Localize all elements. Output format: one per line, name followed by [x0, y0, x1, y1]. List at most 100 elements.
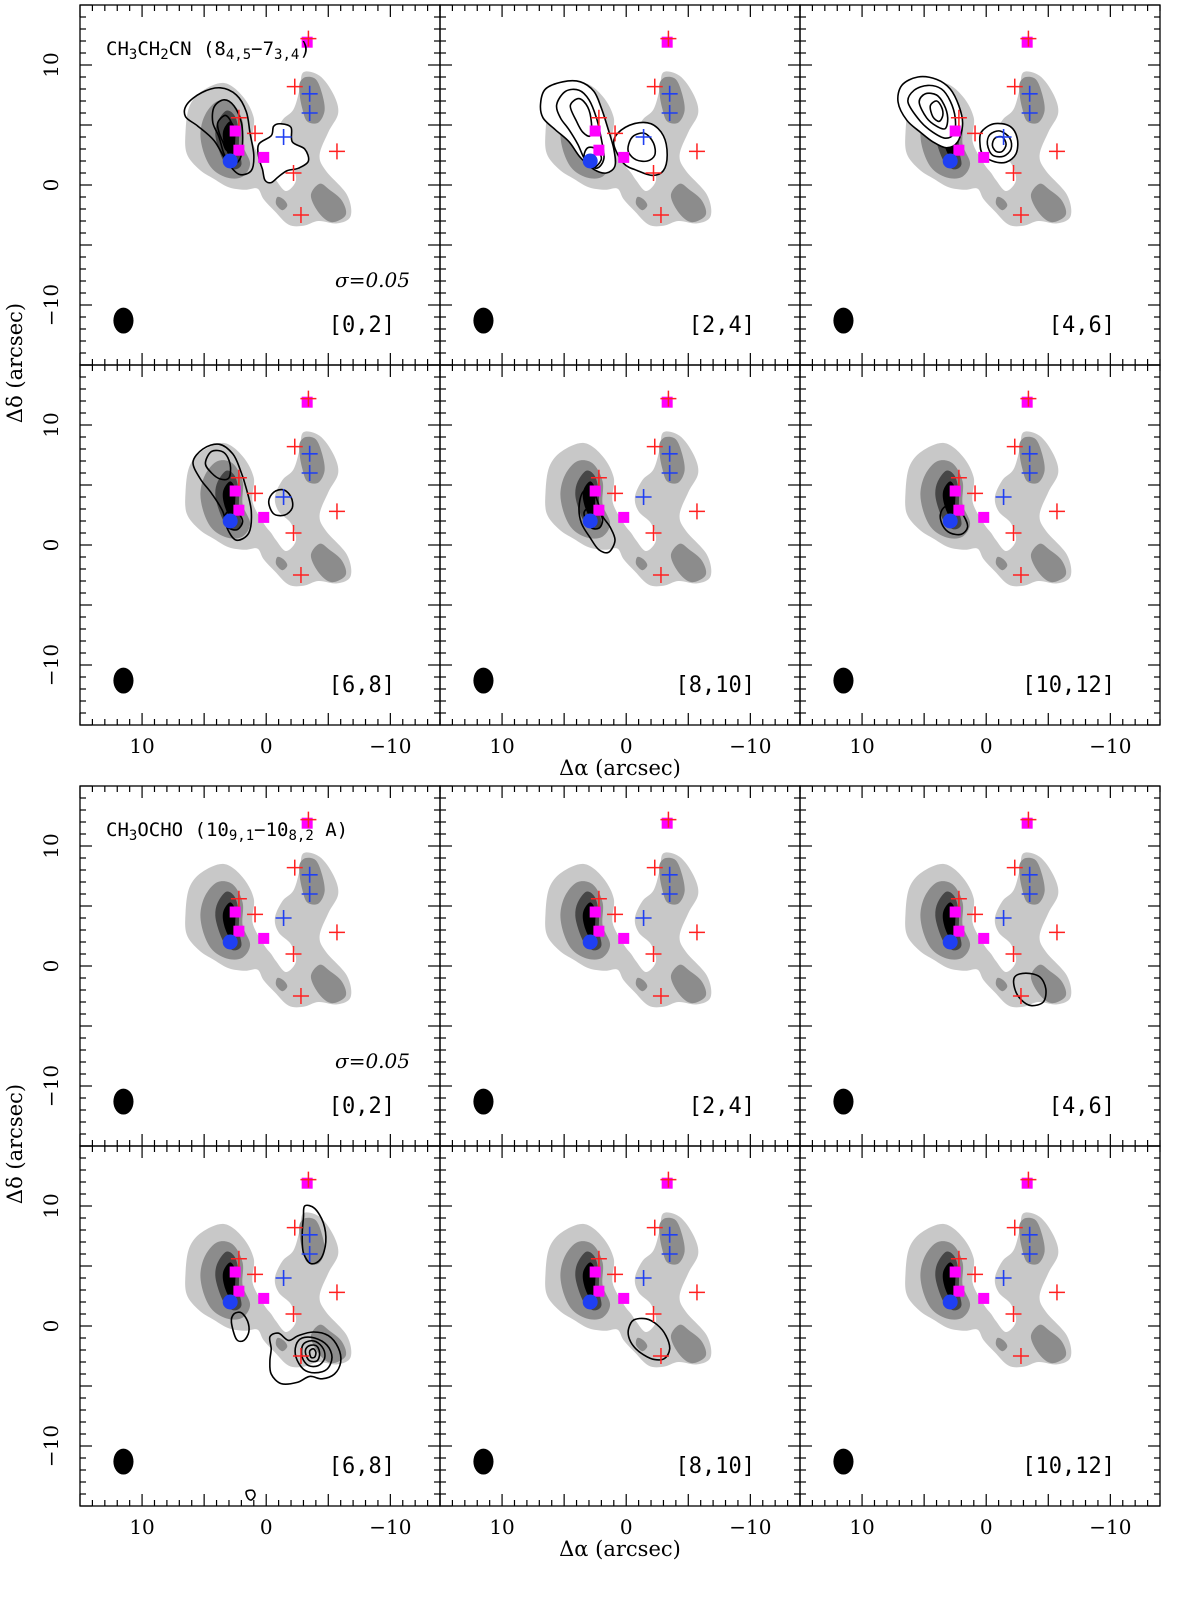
continuum-mid-contour: [1019, 76, 1045, 124]
magenta-square-marker: [258, 151, 270, 163]
x-axis-title: Δα (arcsec): [559, 756, 681, 780]
magenta-square-marker: [661, 36, 673, 48]
line-emission-contour: [204, 449, 232, 481]
y-tick-label: 10: [39, 1193, 63, 1218]
continuum-mid-contour: [1019, 436, 1045, 484]
red-cross-marker: [328, 924, 345, 941]
molecule-text: CN (8: [169, 38, 226, 60]
magenta-square-marker: [978, 511, 990, 523]
magenta-square-marker: [978, 932, 990, 944]
red-cross-marker: [286, 438, 303, 455]
blue-cross-marker: [1021, 1246, 1038, 1262]
panel-plot-area: [833, 1171, 1072, 1475]
y-tick-label: 0: [39, 960, 63, 973]
continuum-mid-contour: [1030, 183, 1067, 223]
panel-ticks: [799, 4, 1161, 366]
line-emission-contour: [1012, 972, 1047, 1007]
continuum-mid-contour: [635, 977, 648, 992]
y-tick-label: −10: [39, 1065, 63, 1107]
continuum-mid-contour: [995, 977, 1008, 992]
panel-1-3: [6,8] 10 0 −10 10 0 −10: [39, 1145, 441, 1539]
magenta-square-marker: [953, 504, 965, 516]
red-cross-marker: [230, 109, 247, 126]
x-tick-label: 10: [849, 734, 874, 758]
continuum-mid-contour: [1019, 1217, 1045, 1265]
red-cross-marker: [652, 1348, 669, 1364]
red-cross-marker: [950, 109, 967, 126]
y-tick-label: 0: [39, 1320, 63, 1333]
blue-cross-marker: [1021, 85, 1038, 102]
continuum-mid-contour: [275, 977, 288, 992]
line-emission-contour: [939, 505, 969, 536]
blue-cross-marker: [635, 910, 652, 926]
x-tick-label: 10: [849, 1515, 874, 1539]
beam-ellipse: [473, 1088, 494, 1115]
panel-plot-area: [113, 390, 352, 694]
red-cross-marker: [1020, 390, 1037, 407]
continuum-mid-contour: [995, 1337, 1008, 1352]
magenta-square-marker: [301, 36, 313, 48]
magenta-square-marker: [618, 511, 630, 523]
red-cross-marker: [300, 811, 317, 828]
continuum-mid-contour: [659, 857, 685, 905]
x-tick-label: 10: [129, 1515, 154, 1539]
red-cross-marker: [292, 1348, 309, 1364]
line-emission-contour: [294, 1336, 333, 1374]
panel-0-3: [6,8] 10 0 −10 10 0 −10: [39, 364, 441, 758]
red-cross-marker: [660, 390, 677, 407]
blue-dot-marker: [942, 1294, 958, 1310]
velocity-range-label: [0,2]: [329, 313, 395, 338]
red-cross-marker: [607, 125, 624, 142]
red-cross-marker: [1006, 859, 1023, 876]
red-cross-marker: [646, 78, 663, 95]
sigma-label: σ=0.05: [335, 268, 410, 292]
red-cross-marker: [286, 859, 303, 876]
y-axis-title: Δδ (arcsec): [3, 303, 27, 423]
blue-dot-marker: [942, 513, 958, 529]
blue-dot-marker: [582, 1294, 598, 1310]
magenta-square-marker: [953, 144, 965, 156]
red-cross-marker: [1005, 165, 1022, 181]
line-emission-contour: [268, 1331, 342, 1385]
velocity-range-label: [2,4]: [689, 313, 755, 338]
beam-ellipse: [113, 1448, 134, 1475]
molecule-subscript: 3,4: [274, 47, 299, 63]
magenta-square-marker: [593, 144, 605, 156]
red-cross-marker: [950, 469, 967, 486]
line-emission-contour: [986, 130, 1013, 158]
magenta-square-marker: [949, 485, 961, 497]
red-cross-marker: [646, 438, 663, 455]
beam-ellipse: [113, 307, 134, 334]
red-cross-marker: [590, 1250, 607, 1267]
molecule-subscript: 3: [129, 828, 137, 844]
blue-cross-marker: [661, 465, 678, 481]
magenta-square-marker: [589, 906, 601, 918]
red-cross-marker: [1012, 988, 1029, 1004]
molecule-text: A): [314, 819, 348, 841]
panel-ticks: [799, 785, 1161, 1147]
magenta-square-marker: [953, 1285, 965, 1297]
blue-cross-marker: [1021, 1226, 1038, 1243]
red-cross-marker: [1020, 811, 1037, 828]
red-cross-marker: [967, 485, 984, 502]
magenta-square-marker: [618, 151, 630, 163]
beam-ellipse: [833, 667, 854, 694]
red-cross-marker: [645, 525, 662, 541]
molecule-subscript: 8,2: [288, 828, 313, 844]
velocity-range-label: [2,4]: [689, 1094, 755, 1119]
sigma-label: σ=0.05: [335, 1049, 410, 1073]
magenta-square-marker: [661, 396, 673, 408]
red-cross-marker: [1048, 503, 1065, 520]
magenta-square-marker: [229, 1266, 241, 1278]
panel-plot-area: [833, 811, 1072, 1115]
continuum-mid-contour: [1030, 964, 1067, 1004]
y-tick-label: 10: [39, 833, 63, 858]
x-tick-label: −10: [1089, 734, 1131, 758]
molecule-text: −10: [254, 819, 288, 841]
panel-ticks: [799, 1145, 1161, 1507]
magenta-square-marker: [258, 511, 270, 523]
blue-cross-marker: [995, 489, 1012, 505]
red-cross-marker: [230, 890, 247, 907]
magenta-square-marker: [949, 125, 961, 137]
velocity-range-label: [10,12]: [1022, 673, 1115, 698]
